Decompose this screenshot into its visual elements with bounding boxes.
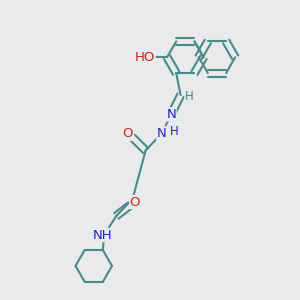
Text: N: N xyxy=(166,108,176,121)
Text: N: N xyxy=(157,127,167,140)
Text: NH: NH xyxy=(93,229,112,242)
Text: H: H xyxy=(185,90,194,103)
Text: O: O xyxy=(123,127,133,140)
Text: O: O xyxy=(130,196,140,208)
Text: H: H xyxy=(170,124,178,138)
Text: HO: HO xyxy=(135,51,155,64)
